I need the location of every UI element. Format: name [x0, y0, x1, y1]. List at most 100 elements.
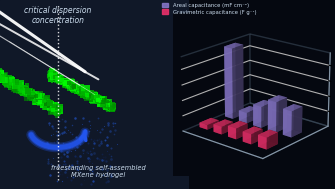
Point [22, 91, 27, 94]
Point [1, 78, 7, 81]
Point [42, 100, 47, 103]
Point [49, 105, 54, 108]
Point [86, 94, 92, 97]
Point [45, 103, 51, 106]
Point [33, 99, 38, 102]
Point [58, 109, 63, 112]
Point [101, 97, 107, 100]
Point [23, 89, 29, 92]
Point [55, 75, 60, 78]
Point [105, 102, 110, 105]
Point [3, 84, 8, 87]
Point [15, 88, 20, 91]
Point [57, 106, 62, 109]
Point [37, 97, 42, 100]
Point [58, 77, 63, 80]
Point [41, 99, 46, 102]
Point [64, 82, 70, 85]
Point [51, 73, 56, 76]
Point [78, 88, 83, 91]
Point [8, 86, 14, 89]
Point [72, 88, 78, 91]
Point [47, 102, 53, 105]
Point [88, 93, 93, 96]
Point [89, 95, 94, 98]
Point [109, 105, 115, 108]
Point [104, 173, 109, 176]
Point [52, 108, 57, 111]
Point [41, 101, 46, 104]
Point [77, 85, 83, 88]
Point [20, 87, 26, 90]
Point [92, 95, 98, 98]
Point [48, 102, 53, 105]
Point [94, 98, 99, 101]
Point [83, 90, 88, 93]
Point [91, 96, 96, 99]
Point [61, 131, 67, 134]
Point [55, 107, 60, 110]
Point [83, 92, 88, 95]
Point [48, 107, 53, 110]
Point [91, 97, 96, 100]
Point [39, 96, 45, 99]
Point [5, 77, 10, 80]
Point [107, 105, 112, 108]
Point [62, 171, 68, 174]
Point [53, 75, 59, 78]
Point [88, 94, 94, 97]
Point [103, 101, 108, 104]
Point [96, 143, 101, 146]
Point [75, 88, 80, 91]
Point [9, 82, 15, 85]
Point [66, 81, 71, 84]
Point [81, 90, 86, 93]
Point [3, 77, 8, 80]
Point [52, 108, 57, 111]
Point [61, 80, 66, 83]
Point [86, 94, 91, 97]
Point [70, 89, 76, 92]
Point [60, 78, 65, 81]
Point [60, 179, 65, 182]
Point [54, 75, 60, 78]
Point [110, 105, 115, 108]
Point [105, 135, 110, 138]
Point [55, 144, 60, 147]
Point [1, 81, 6, 84]
Point [57, 76, 62, 79]
Point [52, 73, 57, 76]
Point [88, 94, 93, 97]
Point [51, 71, 56, 74]
Point [98, 100, 104, 103]
Point [52, 104, 58, 107]
Point [47, 103, 52, 106]
Point [8, 78, 13, 81]
Point [109, 107, 115, 110]
Point [0, 70, 2, 73]
Point [23, 90, 28, 93]
Point [56, 78, 61, 81]
Point [20, 88, 25, 91]
Point [58, 110, 63, 113]
Point [37, 94, 42, 98]
Point [89, 93, 94, 96]
Point [61, 79, 66, 82]
Point [6, 82, 11, 85]
Point [62, 82, 67, 85]
Point [104, 102, 109, 105]
Point [31, 100, 37, 103]
Point [21, 92, 26, 95]
Point [21, 88, 26, 91]
Point [65, 85, 71, 88]
Point [34, 92, 39, 95]
Point [109, 105, 115, 108]
Point [3, 75, 9, 78]
Point [21, 88, 26, 91]
Point [37, 102, 43, 105]
Point [34, 97, 40, 100]
Point [8, 84, 13, 88]
Point [104, 102, 110, 105]
Point [0, 76, 3, 79]
Point [23, 88, 28, 91]
